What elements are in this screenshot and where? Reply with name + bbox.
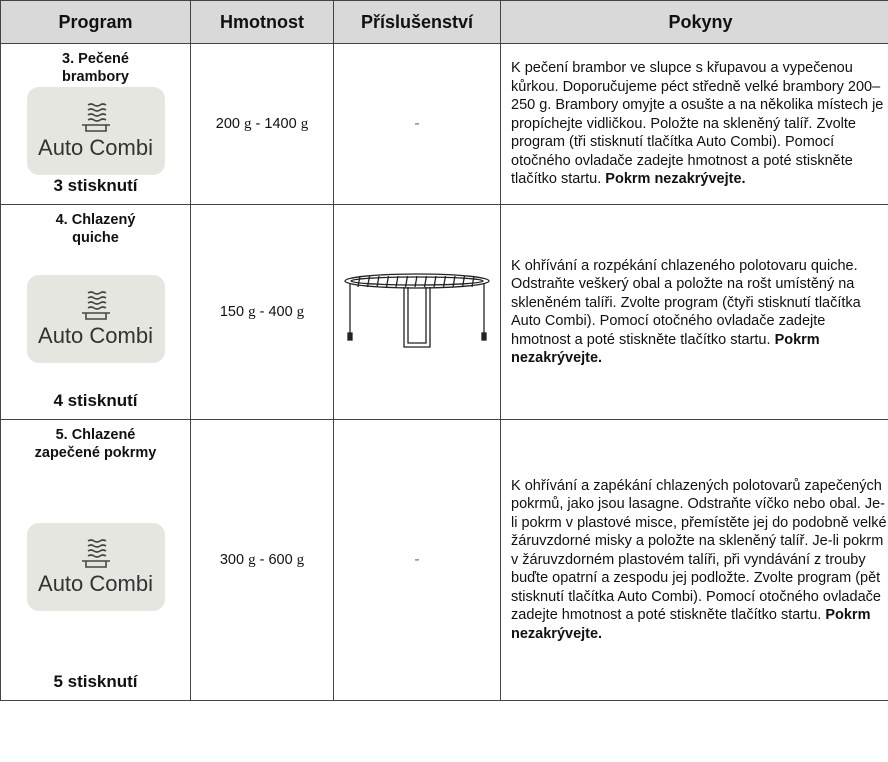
weight-cell: 300 g - 600 g	[190, 419, 334, 701]
weight-part: - 400	[255, 303, 297, 320]
instructions: K ohřívání a zapékání chlazených polotov…	[511, 477, 887, 624]
header-row: Program Hmotnost Příslušenství Pokyny	[0, 0, 888, 44]
weight-cell: 150 g - 400 g	[190, 204, 334, 420]
unit: g	[296, 303, 305, 320]
weight: 150 g - 400 g	[220, 304, 304, 320]
weight-part: - 600	[255, 551, 297, 568]
weight: 200 g - 1400 g	[216, 116, 308, 132]
button-label: Auto Combi	[38, 571, 153, 596]
instructions-bold: Pokrm nezakrývejte.	[605, 171, 746, 188]
button-label: Auto Combi	[38, 323, 153, 348]
program-title: 3. Pečené brambory	[62, 50, 129, 86]
table-body: 3. Pečené brambory Auto Combi 3 stisknutí…	[0, 43, 888, 701]
program-table: Program Hmotnost Příslušenství Pokyny 3.…	[0, 0, 888, 701]
column-header: Pokyny	[500, 0, 888, 44]
unit: g	[296, 551, 305, 568]
column-header: Hmotnost	[190, 0, 334, 44]
instructions: K ohřívání a rozpékání chlazeného poloto…	[511, 257, 861, 348]
accessory-cell: -	[333, 419, 501, 701]
program-row: 4. Chlazený quiche Auto Combi 4 stisknutí…	[0, 204, 888, 420]
title-line: 3. Pečené	[62, 51, 129, 67]
presses: 4 stisknutí	[53, 391, 138, 410]
program-row: 3. Pečené brambory Auto Combi 3 stisknutí…	[0, 43, 888, 205]
auto-combi-button: Auto Combi	[26, 87, 165, 175]
title-line: 5. Chlazené	[55, 427, 136, 443]
instructions-cell: K ohřívání a zapékání chlazených polotov…	[500, 419, 888, 701]
weight-part: 200	[215, 115, 245, 132]
program-title: 4. Chlazený quiche	[56, 211, 136, 247]
accessory: -	[414, 551, 420, 568]
title-line: 4. Chlazený	[55, 212, 136, 228]
unit: g	[300, 115, 309, 132]
weight-part: 300	[219, 551, 249, 568]
unit: g	[244, 115, 252, 132]
instructions-bold: Pokrm nezakrývejte.	[511, 331, 820, 367]
auto-combi-button: Auto Combi	[26, 523, 165, 611]
instructions: K pečení brambor ve slupce s křupavou a …	[511, 60, 884, 188]
program-row: 5. Chlazené zapečené pokrmy Auto Combi 5 …	[0, 419, 888, 701]
program-title: 5. Chlazené zapečené pokrmy	[35, 426, 157, 462]
program-cell: 5. Chlazené zapečené pokrmy Auto Combi 5 …	[0, 419, 191, 701]
title-line: brambory	[62, 69, 129, 85]
weight-part: - 1400	[251, 115, 301, 132]
rack-image	[344, 272, 490, 348]
program-cell: 3. Pečené brambory Auto Combi 3 stisknutí	[0, 43, 191, 205]
weight: 300 g - 600 g	[220, 552, 304, 568]
weight-cell: 200 g - 1400 g	[190, 43, 334, 205]
steam-icon	[81, 291, 110, 320]
auto-combi-button: Auto Combi	[26, 275, 165, 363]
unit: g	[248, 551, 256, 568]
instructions-bold: Pokrm nezakrývejte.	[511, 607, 871, 642]
steam-icon	[81, 103, 110, 132]
button-label: Auto Combi	[38, 135, 153, 160]
accessory: -	[414, 115, 420, 132]
steam-icon	[81, 539, 110, 568]
presses: 5 stisknutí	[53, 672, 138, 691]
program-cell: 4. Chlazený quiche Auto Combi 4 stisknutí	[0, 204, 191, 420]
presses: 3 stisknutí	[53, 176, 138, 195]
instructions-cell: K pečení brambor ve slupce s křupavou a …	[500, 43, 888, 205]
instructions-cell: K ohřívání a rozpékání chlazeného poloto…	[500, 204, 888, 420]
title-line: quiche	[72, 230, 119, 246]
column-header: Příslušenství	[333, 0, 501, 44]
accessory-cell	[333, 204, 501, 420]
title-line: zapečené pokrmy	[34, 445, 157, 461]
weight-part: 150	[219, 303, 249, 320]
accessory-cell: -	[333, 43, 501, 205]
unit: g	[248, 303, 256, 320]
column-header: Program	[0, 0, 191, 44]
